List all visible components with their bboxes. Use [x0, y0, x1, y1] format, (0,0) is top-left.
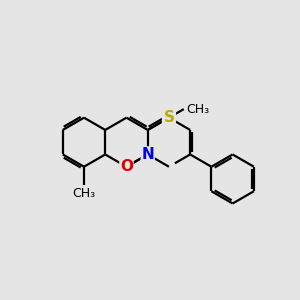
Text: O: O: [120, 159, 133, 174]
Text: N: N: [141, 147, 154, 162]
Text: S: S: [164, 110, 174, 125]
Text: N: N: [163, 110, 175, 125]
Text: CH₃: CH₃: [72, 187, 96, 200]
Text: CH₃: CH₃: [186, 103, 209, 116]
